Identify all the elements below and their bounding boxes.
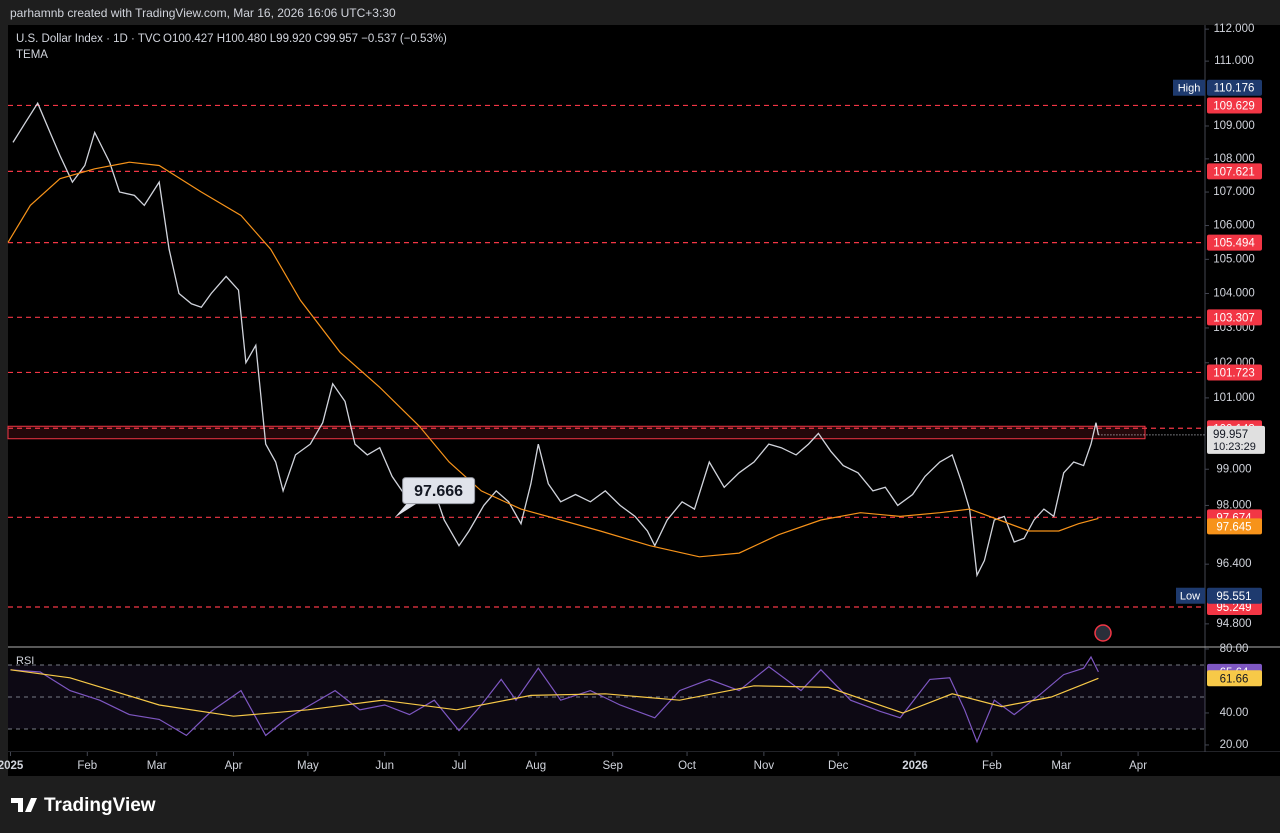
logo-icon <box>11 798 37 812</box>
y-tick-label: 106.000 <box>1213 220 1255 232</box>
x-tick-label: Nov <box>754 760 775 772</box>
y-tick-label: 111.000 <box>1214 55 1254 67</box>
time-scale <box>8 752 1280 776</box>
rsi-value-bg <box>1207 670 1262 687</box>
y-tick-label: 40.00 <box>1220 707 1249 719</box>
level-label-bg <box>1207 364 1262 381</box>
x-tick-label: Apr <box>225 760 243 772</box>
low-value: 95.551 <box>1216 591 1251 603</box>
ohlc: O100.427 H100.480 L99.920 C99.957 −0.537… <box>163 33 447 45</box>
x-tick-label: Mar <box>1051 760 1071 772</box>
x-tick-label: May <box>297 760 319 772</box>
x-tick-label: Feb <box>77 760 97 772</box>
x-tick-label: Sep <box>602 760 622 772</box>
tema-value: 97.645 <box>1216 521 1251 533</box>
high-tag-bg <box>1173 79 1205 96</box>
y-tick-label: 107.000 <box>1213 186 1255 198</box>
low-value-bg <box>1207 587 1262 604</box>
level-label: 103.307 <box>1213 312 1255 324</box>
level-label-bg <box>1207 163 1262 180</box>
y-tick-label: 105.000 <box>1213 253 1255 265</box>
level-label: 109.629 <box>1213 100 1255 112</box>
level-label-bg <box>1207 309 1262 326</box>
series-line <box>10 655 1099 744</box>
zone <box>7 425 1146 440</box>
last-price-bg <box>1207 425 1265 454</box>
level-label: 105.494 <box>1213 238 1255 250</box>
y-tick-label: 109.000 <box>1213 120 1255 132</box>
low-tag-bg <box>1176 587 1205 604</box>
y-tick-label: 96.400 <box>1216 558 1251 570</box>
y-tick-label: 20.00 <box>1220 739 1249 751</box>
tema-value-bg <box>1207 518 1262 535</box>
event-marker <box>1094 624 1112 642</box>
y-tick-label: 112.000 <box>1214 23 1255 35</box>
attribution: parhamnb created with TradingView.com, M… <box>10 6 396 20</box>
annotation: 97.666 <box>414 483 463 500</box>
series-line <box>7 161 1099 558</box>
brand: TradingView <box>44 795 156 816</box>
x-tick-label: Aug <box>526 760 546 772</box>
annotation-pointer <box>394 503 417 518</box>
level-label-bg <box>1207 97 1262 114</box>
chart-background <box>8 25 1280 752</box>
y-tick-label: 98.000 <box>1216 499 1251 511</box>
y-tick-label: 101.000 <box>1213 392 1255 404</box>
y-tick-label: 94.800 <box>1216 618 1251 630</box>
x-tick-label: Jun <box>375 760 394 772</box>
level-label-bg <box>1207 234 1262 251</box>
symbol-title: U.S. Dollar Index · 1D · TVC <box>16 33 161 45</box>
x-tick-label: Jul <box>452 760 467 772</box>
logo: TradingView <box>11 795 156 816</box>
y-tick-label: 108.000 <box>1213 153 1255 165</box>
y-tick-label: 80.00 <box>1220 643 1249 655</box>
annotation-box <box>402 477 476 505</box>
x-tick-label: Dec <box>828 760 849 772</box>
x-tick-label: 2025 <box>0 760 24 772</box>
series-line <box>12 101 1100 578</box>
low-tag: Low <box>1180 591 1200 603</box>
rsi-band <box>8 664 1205 729</box>
high-tag: High <box>1178 83 1201 95</box>
x-tick-label: Mar <box>147 760 167 772</box>
level-label: 95.249 <box>1216 602 1251 614</box>
y-tick-label: 99.000 <box>1216 463 1251 475</box>
countdown: 10:23:29 <box>1213 441 1256 453</box>
indicator-name: TEMA <box>16 49 48 61</box>
x-tick-label: Feb <box>982 760 1002 772</box>
level-label: 107.621 <box>1213 166 1255 178</box>
level-label: 101.723 <box>1213 367 1255 379</box>
x-tick-label: 2026 <box>902 760 928 772</box>
rsi-value: 61.66 <box>1220 673 1249 685</box>
high-value: 110.176 <box>1214 83 1255 95</box>
x-tick-label: Oct <box>678 760 697 772</box>
rsi-title: RSI <box>16 655 34 667</box>
y-tick-label: 104.000 <box>1213 288 1255 300</box>
series-line <box>10 669 1099 717</box>
x-tick-label: Apr <box>1129 760 1147 772</box>
high-value-bg <box>1207 79 1262 96</box>
last-price: 99.957 <box>1213 429 1248 441</box>
